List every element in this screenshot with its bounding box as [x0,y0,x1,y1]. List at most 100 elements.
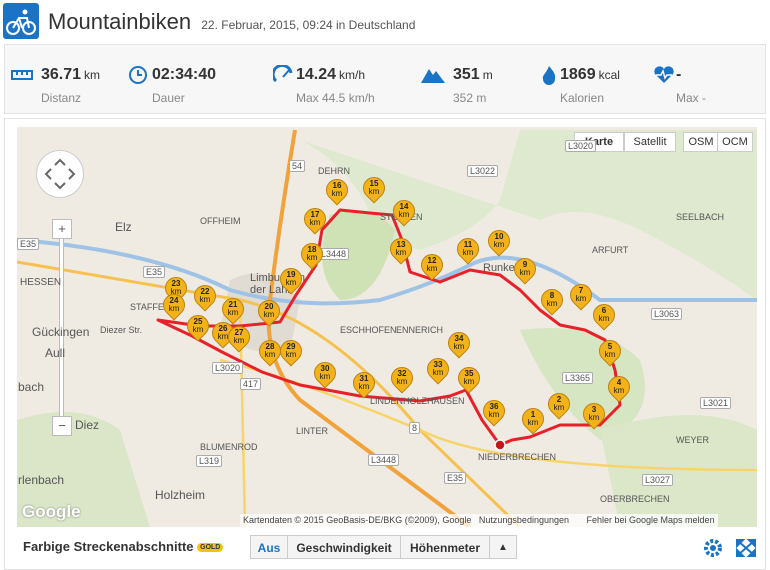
marker-number: 13 [396,240,406,249]
km-marker[interactable]: 17 km [299,203,331,240]
km-marker[interactable]: 34 km [443,327,475,364]
option-off[interactable]: Aus [250,535,288,559]
km-marker[interactable]: 25 km [182,310,214,347]
pan-control[interactable] [36,150,84,198]
marker-number: 34 [454,334,464,343]
road-label: L3020 [212,362,244,374]
place-label: BLUMENROD [200,442,258,452]
place-label: SEELBACH [676,212,725,222]
marker-number: 23 [171,279,181,288]
stat-icon [128,65,152,85]
road-label: E35 [444,472,467,484]
km-marker[interactable]: 8 km [536,284,568,321]
marker-number: 12 [427,256,437,265]
km-marker[interactable]: 28 km [254,335,286,372]
km-marker[interactable]: 23 km [160,272,192,309]
km-marker[interactable]: 14 km [388,195,420,232]
marker-unit: km [217,332,229,341]
marker-unit: km [331,189,343,198]
marker-number: 2 [556,395,562,404]
km-marker[interactable]: 13 km [385,233,417,270]
toggle[interactable]: ▲ [489,535,517,559]
stat-label: Max - [676,91,706,105]
km-marker[interactable]: 12 km [416,249,448,286]
km-marker[interactable]: 20 km [253,295,285,332]
km-marker[interactable]: 1 km [517,403,549,440]
marker-unit: km [396,377,408,386]
km-marker[interactable]: 22 km [189,280,221,317]
km-marker[interactable]: 7 km [565,279,597,316]
km-marker[interactable]: 2 km [543,388,575,425]
km-marker[interactable]: 31 km [348,367,380,404]
km-marker[interactable]: 26 km [207,317,239,354]
map-type-button[interactable]: Satellit [624,132,676,152]
marker-unit: km [575,294,587,303]
zoom-in[interactable]: + [52,219,72,239]
title-text: Mountainbiken [48,9,192,34]
marker-number: 32 [397,369,407,378]
value: 351 [453,66,480,83]
marker-unit: km [432,368,444,377]
km-marker[interactable]: 9 km [509,253,541,290]
km-marker[interactable]: 33 km [422,353,454,390]
km-marker[interactable]: 11 km [452,233,484,270]
marker-unit: km [398,210,410,219]
km-marker[interactable]: 21 km [217,293,249,330]
km-marker[interactable]: 35 km [453,362,485,399]
km-marker[interactable]: 36 km [478,395,510,432]
place-label: NIEDERBRECHEN [478,452,557,462]
stat-label: Kalorien [560,91,605,105]
place-label: DEHRN [318,166,351,176]
map-type-button[interactable]: OSM [683,132,719,152]
attribution-text: Kartendaten © 2015 GeoBasis-DE/BKG (©200… [243,515,472,525]
km-marker[interactable]: 29 km [275,335,307,372]
stat-value: 36.71 km [41,66,100,84]
marker-number: 31 [359,374,369,383]
road-label: E35 [143,266,166,278]
road-label: L3448 [318,248,350,260]
marker-number: 19 [286,270,296,279]
marker-unit: km [546,299,558,308]
place-label: OBERBRECHEN [600,494,670,504]
map-type-button[interactable]: OCM [717,132,753,152]
km-marker[interactable]: 19 km [275,263,307,300]
marker-number: 21 [228,300,238,309]
km-marker[interactable]: 4 km [603,371,635,408]
gold-badge: GOLD [197,542,224,552]
place-label: STAFFEL [130,302,169,312]
km-marker[interactable]: 18 km [296,238,328,275]
marker-number: 7 [578,286,584,295]
marker-unit: km [462,248,474,257]
marker-number: 10 [494,232,504,241]
place-label: HESSEN [20,277,62,288]
subtitle: 22. Februar, 2015, 09:24 in Deutschland [201,18,416,32]
marker-number: 16 [332,181,342,190]
km-marker[interactable]: 6 km [588,299,620,336]
zoom-out[interactable]: − [52,416,72,436]
option-elevation[interactable]: Höhenmeter [400,535,490,559]
option-speed[interactable]: Geschwindigkeit [287,535,401,559]
km-marker[interactable]: 27 km [223,321,255,358]
km-marker[interactable]: 10 km [483,225,515,262]
unit: km/h [339,68,366,82]
marker-number: 25 [193,317,203,326]
km-marker[interactable]: 16 km [321,174,353,211]
km-marker[interactable]: 5 km [594,335,626,372]
km-marker[interactable]: 15 km [358,172,390,209]
marker-unit: km [604,350,616,359]
marker-unit: km [285,278,297,287]
km-marker[interactable]: 32 km [386,362,418,399]
map[interactable]: Karte Satellit OSM OCM + − Elz OFFHEIM Limburg a… [17,127,757,527]
marker-unit: km [264,350,276,359]
report-link: Fehler bei Google Maps melden [586,515,715,525]
marker-number: 6 [601,306,607,315]
km-marker[interactable]: 30 km [309,357,341,394]
footer-icons[interactable] [702,537,764,559]
stat-value: 14.24 km/h [296,66,365,84]
road-label: L319 [196,455,223,467]
marker-unit: km [488,410,500,419]
km-marker[interactable]: 24 km [158,289,190,326]
km-marker[interactable]: 3 km [578,398,610,435]
marker-unit: km [199,295,211,304]
road-label: L3448 [368,454,400,466]
